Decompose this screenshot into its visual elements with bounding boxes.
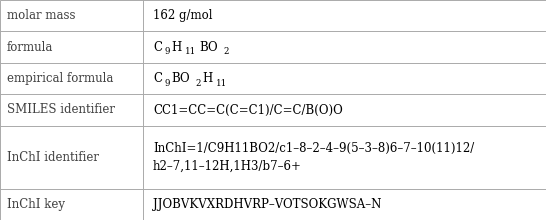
Text: 11: 11 bbox=[185, 48, 196, 57]
Text: BO: BO bbox=[171, 72, 190, 85]
Text: C: C bbox=[153, 72, 162, 85]
Text: SMILES identifier: SMILES identifier bbox=[7, 103, 115, 117]
Text: JJOBVKVXRDHVRP–VOTSOKGWSA–N: JJOBVKVXRDHVRP–VOTSOKGWSA–N bbox=[153, 198, 381, 211]
Text: H: H bbox=[171, 41, 182, 54]
Text: BO: BO bbox=[199, 41, 218, 54]
Text: InChI identifier: InChI identifier bbox=[7, 151, 98, 164]
Text: 9: 9 bbox=[164, 79, 170, 88]
Text: formula: formula bbox=[7, 41, 53, 54]
Text: 162 g/mol: 162 g/mol bbox=[153, 9, 212, 22]
Text: 11: 11 bbox=[216, 79, 227, 88]
Text: 2: 2 bbox=[195, 79, 201, 88]
Text: h2–7,11–12H,1H3/b7–6+: h2–7,11–12H,1H3/b7–6+ bbox=[153, 160, 302, 172]
Text: H: H bbox=[203, 72, 213, 85]
Text: InChI=1/C9H11BO2/c1–8–2–4–9(5–3–8)6–7–10(11)12/: InChI=1/C9H11BO2/c1–8–2–4–9(5–3–8)6–7–10… bbox=[153, 142, 474, 155]
Text: C: C bbox=[153, 41, 162, 54]
Text: CC1=CC=C(C=C1)/C=C/B(O)O: CC1=CC=C(C=C1)/C=C/B(O)O bbox=[153, 103, 343, 117]
Text: empirical formula: empirical formula bbox=[7, 72, 113, 85]
Text: molar mass: molar mass bbox=[7, 9, 75, 22]
Text: 2: 2 bbox=[223, 48, 229, 57]
Text: 9: 9 bbox=[164, 48, 170, 57]
Text: InChI key: InChI key bbox=[7, 198, 64, 211]
